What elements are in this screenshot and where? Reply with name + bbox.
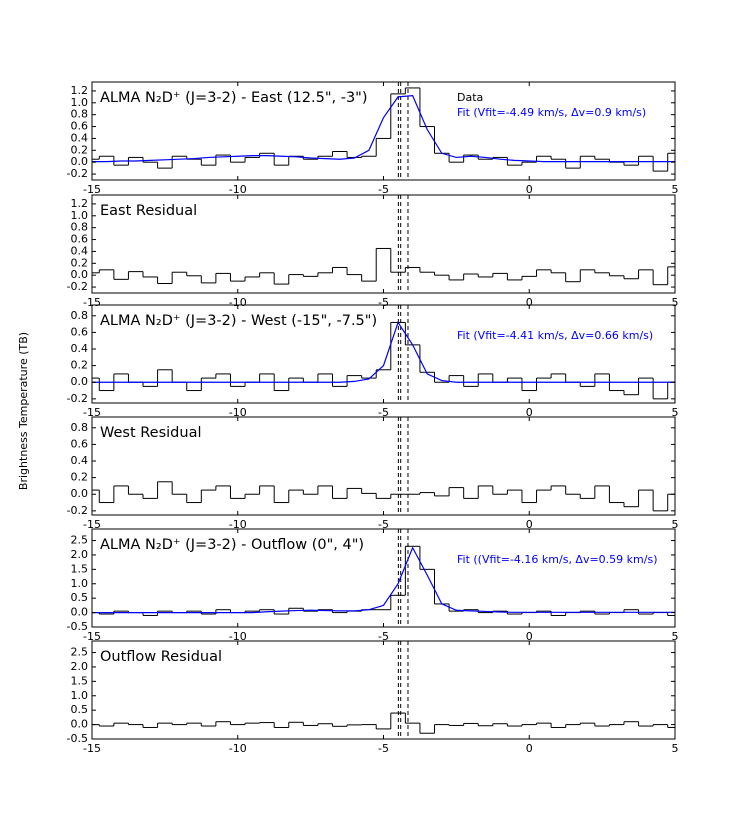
x-tick-label: 5 [672, 296, 679, 309]
y-tick-label: 0.0 [71, 718, 89, 731]
plot-area [92, 641, 675, 739]
y-axis-label: Brightness Temperature (TB) [17, 332, 30, 490]
y-tick-label: 0.2 [71, 256, 89, 269]
y-tick-label: 0.8 [71, 421, 89, 434]
x-tick-label: -15 [83, 742, 101, 755]
x-tick-label: -15 [83, 630, 101, 643]
y-tick-label: -0.2 [67, 167, 88, 180]
x-tick-label: -5 [378, 630, 389, 643]
y-tick-label: 2.5 [71, 646, 89, 659]
x-tick-label: 0 [526, 406, 533, 419]
x-tick-label: 5 [672, 406, 679, 419]
x-tick-label: -10 [229, 406, 247, 419]
x-tick-label: 0 [526, 296, 533, 309]
y-tick-label: 2.0 [71, 660, 89, 673]
y-tick-label: 0.8 [71, 108, 89, 121]
y-tick-label: -0.2 [67, 504, 88, 517]
y-tick-label: 0.0 [71, 487, 89, 500]
y-tick-label: 1.0 [71, 96, 89, 109]
panel-title: Outflow Residual [100, 649, 222, 665]
plot-area [92, 195, 675, 293]
x-tick-label: 5 [672, 183, 679, 196]
legend-entry: Fit (Vfit=-4.49 km/s, Δv=0.9 km/s) [457, 106, 646, 119]
panel-title: ALMA N₂D⁺ (J=3-2) - Outflow (0", 4") [100, 537, 364, 553]
y-tick-label: 0.8 [71, 221, 89, 234]
y-tick-label: 0.5 [71, 591, 89, 604]
fit-line [92, 321, 675, 383]
plot-area [92, 305, 675, 403]
y-tick-label: 0.5 [71, 703, 89, 716]
x-tick-label: -10 [229, 630, 247, 643]
y-tick-label: 1.0 [71, 209, 89, 222]
x-tick-label: 5 [672, 630, 679, 643]
y-tick-label: 0.6 [71, 233, 89, 246]
x-tick-label: 5 [672, 742, 679, 755]
y-tick-label: 0.0 [71, 606, 89, 619]
y-tick-label: 0.6 [71, 325, 89, 338]
y-tick-label: 1.2 [71, 197, 89, 210]
x-tick-label: -10 [229, 518, 247, 531]
legend-entry: Data [457, 91, 483, 104]
x-tick-label: 0 [526, 742, 533, 755]
y-tick-label: 0.0 [71, 155, 89, 168]
y-tick-label: -0.5 [67, 620, 88, 633]
y-tick-label: 1.5 [71, 674, 89, 687]
fit-line [92, 546, 675, 614]
legend-entry: Fit ((Vfit=-4.16 km/s, Δv=0.59 km/s) [457, 553, 658, 566]
y-tick-label: 0.4 [71, 342, 89, 355]
y-tick-label: 0.0 [71, 375, 89, 388]
x-tick-label: -15 [83, 406, 101, 419]
panel-title: ALMA N₂D⁺ (J=3-2) - East (12.5", -3") [100, 90, 368, 106]
x-tick-label: -5 [378, 406, 389, 419]
panel-title: West Residual [100, 425, 202, 441]
y-tick-label: 2.0 [71, 548, 89, 561]
x-tick-label: -15 [83, 183, 101, 196]
x-tick-label: -5 [378, 518, 389, 531]
legend-entry: Fit (Vfit=-4.41 km/s, Δv=0.66 km/s) [457, 329, 653, 342]
x-tick-label: -5 [378, 742, 389, 755]
y-tick-label: 0.2 [71, 359, 89, 372]
y-tick-label: 0.4 [71, 244, 89, 257]
y-tick-label: 0.8 [71, 309, 89, 322]
plot-area [92, 82, 675, 180]
x-tick-label: -15 [83, 518, 101, 531]
y-tick-label: 0.4 [71, 131, 89, 144]
x-tick-label: 5 [672, 518, 679, 531]
y-tick-label: 2.5 [71, 534, 89, 547]
plot-area [92, 417, 675, 515]
x-tick-label: 0 [526, 518, 533, 531]
y-tick-label: 0.2 [71, 143, 89, 156]
y-tick-label: -0.2 [67, 280, 88, 293]
y-tick-label: 1.2 [71, 84, 89, 97]
y-tick-label: 1.0 [71, 577, 89, 590]
x-tick-label: -10 [229, 742, 247, 755]
y-tick-label: -0.5 [67, 732, 88, 745]
x-tick-label: 0 [526, 630, 533, 643]
y-tick-label: 0.4 [71, 454, 89, 467]
y-tick-label: -0.2 [67, 392, 88, 405]
fit-line [92, 95, 675, 163]
x-tick-label: 0 [526, 183, 533, 196]
y-tick-label: 1.5 [71, 562, 89, 575]
x-tick-label: -10 [229, 183, 247, 196]
x-tick-label: -15 [83, 296, 101, 309]
y-tick-label: 0.6 [71, 437, 89, 450]
y-tick-label: 1.0 [71, 689, 89, 702]
plot-area [92, 529, 675, 627]
y-tick-label: 0.0 [71, 268, 89, 281]
panel-title: East Residual [100, 203, 197, 219]
x-tick-label: -5 [378, 296, 389, 309]
y-tick-label: 0.2 [71, 471, 89, 484]
x-tick-label: -5 [378, 183, 389, 196]
y-tick-label: 0.6 [71, 120, 89, 133]
panel-title: ALMA N₂D⁺ (J=3-2) - West (-15", -7.5") [100, 313, 377, 329]
x-tick-label: -10 [229, 296, 247, 309]
